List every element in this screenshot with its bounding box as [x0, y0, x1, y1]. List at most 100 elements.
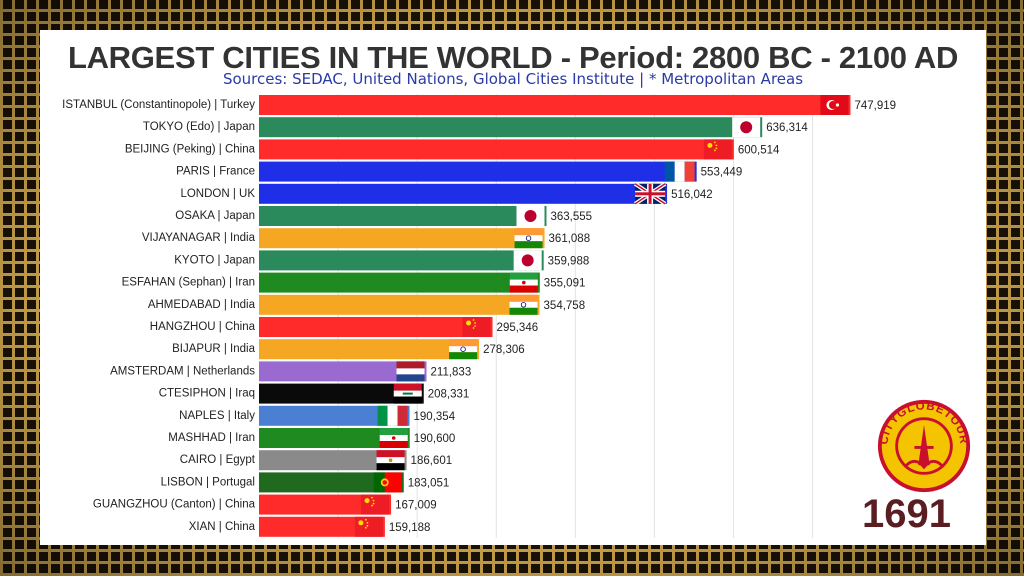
chart-title: LARGEST CITIES IN THE WORLD - Period: 28… — [67, 40, 959, 75]
category-label: ISTANBUL (Constantinopole) | Turkey — [62, 99, 255, 111]
value-label: 636,314 — [766, 122, 808, 134]
value-label: 355,091 — [544, 278, 586, 290]
bar — [259, 228, 545, 249]
bar — [259, 383, 424, 404]
bar-row: LONDON | UK 516,042 — [180, 182, 713, 206]
italy-flag — [377, 405, 408, 426]
china-flag — [354, 516, 383, 537]
value-label: 516,042 — [671, 189, 713, 201]
bar-row: HANGZHOU | China 295,346 — [150, 317, 538, 337]
bar — [259, 428, 410, 448]
bar — [259, 272, 540, 293]
category-label: HANGZHOU | China — [150, 321, 256, 333]
japan-flag — [732, 117, 761, 138]
bar-row: VIJAYANAGAR | India 361,088 — [142, 228, 591, 249]
value-label: 190,354 — [414, 411, 456, 423]
category-label: BIJAPUR | India — [172, 343, 255, 355]
category-label: VIJAYANAGAR | India — [142, 232, 256, 244]
category-label: OSAKA | Japan — [175, 210, 255, 222]
iran-flag — [509, 272, 538, 293]
bar-row: NAPLES | Italy 190,354 — [179, 405, 456, 426]
bar — [259, 117, 763, 138]
bar — [259, 339, 480, 360]
bar — [259, 405, 410, 426]
category-label: AMSTERDAM | Netherlands — [110, 365, 255, 377]
category-label: GUANGZHOU (Canton) | China — [93, 499, 256, 511]
bar-row: CTESIPHON | Iraq 208,331 — [159, 383, 470, 404]
value-label: 183,051 — [408, 477, 450, 489]
bar-row: LISBON | Portugal 183,051 — [161, 472, 450, 493]
bar — [259, 206, 547, 226]
value-label: 211,833 — [431, 366, 472, 378]
france-flag — [664, 161, 695, 182]
year-counter: 1691 — [862, 492, 951, 536]
iran-flag — [379, 428, 408, 448]
bar — [259, 472, 404, 493]
value-label: 553,449 — [701, 167, 743, 179]
value-label: 354,758 — [544, 300, 586, 312]
bar-row: OSAKA | Japan 363,555 — [175, 206, 592, 226]
turkey-flag — [820, 95, 849, 115]
value-label: 600,514 — [738, 144, 780, 156]
china-flag — [462, 317, 491, 337]
bar — [259, 361, 427, 382]
category-label: XIAN | China — [189, 521, 256, 533]
japan-flag — [516, 206, 545, 226]
category-label: MASHHAD | Iran — [168, 432, 255, 444]
bar-row: XIAN | China 159,188 — [189, 516, 431, 537]
china-flag — [703, 139, 732, 160]
value-label: 208,331 — [428, 389, 470, 401]
value-label: 747,919 — [854, 100, 896, 112]
value-label: 295,346 — [497, 322, 539, 334]
bar-row: PARIS | France 553,449 — [176, 161, 743, 182]
bar-row: GUANGZHOU (Canton) | China 167,009 — [93, 494, 437, 515]
value-label: 190,600 — [414, 433, 456, 445]
bar-row: CAIRO | Egypt 186,601 — [180, 450, 453, 471]
category-label: AHMEDABAD | India — [148, 299, 256, 311]
category-label: NAPLES | Italy — [179, 410, 255, 422]
china-flag — [361, 494, 390, 515]
bar-row: AMSTERDAM | Netherlands 211,833 — [110, 361, 472, 382]
value-label: 278,306 — [483, 344, 525, 356]
india-flag — [514, 228, 543, 249]
bar-row: KYOTO | Japan 359,988 — [174, 250, 589, 271]
bar-row: TOKYO (Edo) | Japan 636,314 — [143, 117, 808, 138]
bar-chart: ISTANBUL (Constantinopole) | Turkey 747,9… — [62, 94, 896, 538]
value-label: 363,555 — [550, 211, 592, 223]
bar — [259, 250, 544, 271]
bar — [259, 317, 493, 337]
category-label: CTESIPHON | Iraq — [159, 388, 255, 400]
netherlands-flag — [396, 361, 425, 382]
japan-flag — [513, 250, 542, 271]
bar-row: BEIJING (Peking) | China 600,514 — [125, 139, 780, 160]
india-flag — [509, 294, 538, 315]
egypt-flag — [376, 450, 405, 471]
category-label: LONDON | UK — [180, 188, 255, 200]
bar-row: MASHHAD | Iran 190,600 — [168, 428, 455, 448]
bar — [259, 494, 392, 515]
value-label: 159,188 — [389, 522, 431, 534]
iraq-flag — [393, 383, 422, 404]
category-label: LISBON | Portugal — [161, 476, 255, 488]
bar — [259, 294, 540, 315]
category-label: KYOTO | Japan — [174, 254, 255, 266]
bar-row: ISTANBUL (Constantinopole) | Turkey 747,9… — [62, 95, 896, 115]
value-label: 186,601 — [411, 455, 453, 467]
bar-row: ESFAHAN (Sephan) | Iran 355,091 — [122, 272, 586, 293]
uk-flag — [633, 182, 667, 206]
category-label: CAIRO | Egypt — [180, 454, 256, 466]
value-label: 361,088 — [549, 233, 591, 245]
chart-subtitle: Sources: SEDAC, United Nations, Global C… — [222, 70, 804, 88]
bar — [259, 95, 851, 115]
bar-row: BIJAPUR | India 278,306 — [172, 339, 525, 360]
bar-row: AHMEDABAD | India 354,758 — [148, 294, 586, 315]
chart-panel: LARGEST CITIES IN THE WORLD - Period: 28… — [40, 30, 986, 545]
category-label: BEIJING (Peking) | China — [125, 143, 256, 155]
bar — [259, 183, 668, 204]
category-label: PARIS | France — [176, 166, 255, 178]
bar — [259, 139, 734, 160]
bar — [259, 450, 407, 471]
india-flag — [449, 339, 478, 360]
category-label: ESFAHAN (Sephan) | Iran — [122, 277, 255, 289]
cityglobetour-logo: CITYGLOBETOUR — [877, 399, 971, 493]
